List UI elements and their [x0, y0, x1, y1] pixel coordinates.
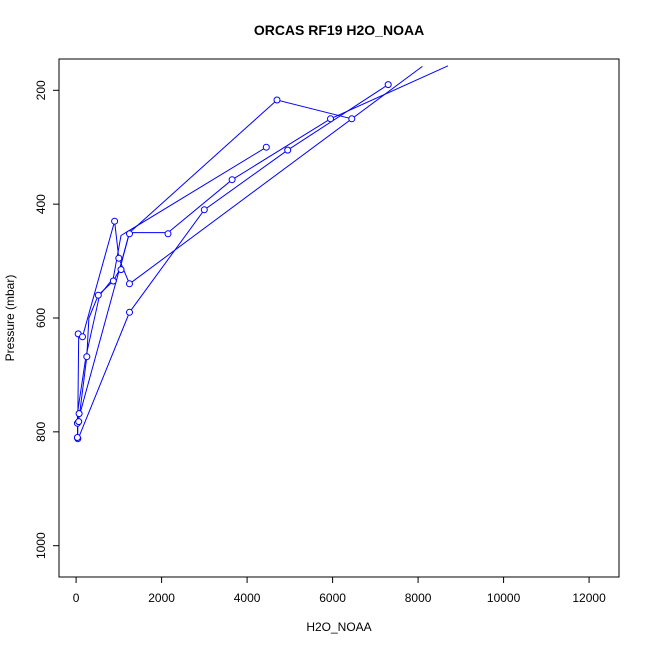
x-tick-label: 4000 [234, 591, 261, 605]
chart-title: ORCAS RF19 H2O_NOAA [254, 22, 424, 38]
data-point [109, 277, 117, 285]
data-point [75, 410, 83, 418]
y-axis: 200 400 600 800 1000 [34, 80, 60, 559]
x-tick-label: 6000 [319, 591, 346, 605]
x-tick-label: 0 [73, 591, 80, 605]
data-point [73, 434, 81, 441]
data-point [327, 115, 334, 123]
x-tick-label: 10000 [487, 591, 521, 605]
data-point [262, 143, 270, 151]
data-point [126, 230, 133, 238]
data-point [348, 115, 356, 123]
series-line-0-segment-3 [77, 99, 352, 422]
data-point [115, 254, 123, 262]
data-point [164, 230, 172, 238]
data-point [111, 217, 119, 225]
data-point [94, 291, 102, 299]
series-line-0-segment-4 [76, 146, 267, 439]
y-tick-label: 200 [34, 80, 48, 100]
data-point [273, 96, 281, 104]
x-axis: 0 2000 4000 6000 8000 10000 12000 [73, 576, 606, 605]
x-tick-label: 2000 [148, 591, 175, 605]
data-point [228, 176, 236, 184]
data-point [75, 418, 83, 426]
series-line-0-segment-2 [77, 84, 389, 439]
y-axis-label: Pressure (mbar) [3, 275, 17, 362]
data-point [117, 266, 125, 274]
data-point [200, 206, 208, 214]
data-point [79, 333, 86, 341]
plot-frame [58, 58, 620, 578]
data-point [83, 353, 91, 361]
y-tick-label: 800 [34, 422, 48, 442]
y-tick-label: 600 [34, 308, 48, 328]
x-tick-label: 12000 [572, 591, 606, 605]
series-line-0-segment-1 [76, 65, 423, 439]
data-point [284, 146, 292, 154]
data-point [126, 308, 133, 316]
y-tick-label: 400 [34, 194, 48, 214]
data-point [126, 280, 133, 288]
data-point [384, 81, 392, 89]
x-axis-label: H2O_NOAA [306, 620, 371, 634]
series-layer [73, 65, 449, 443]
x-tick-label: 8000 [405, 591, 432, 605]
series-line-0-segment-0 [76, 65, 449, 439]
y-tick-label: 1000 [34, 532, 48, 559]
